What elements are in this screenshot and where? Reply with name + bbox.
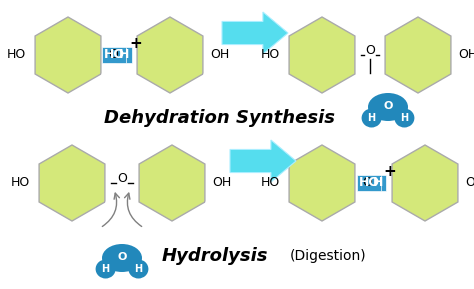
FancyBboxPatch shape bbox=[116, 47, 132, 63]
Text: O: O bbox=[117, 252, 127, 262]
Ellipse shape bbox=[394, 108, 414, 127]
Polygon shape bbox=[289, 17, 355, 93]
Text: OH: OH bbox=[458, 49, 474, 62]
Polygon shape bbox=[392, 145, 458, 221]
Text: HO: HO bbox=[358, 177, 380, 190]
Text: HO: HO bbox=[103, 49, 125, 62]
Text: H: H bbox=[367, 113, 376, 123]
Text: H: H bbox=[401, 113, 409, 123]
Polygon shape bbox=[137, 17, 203, 93]
Text: Dehydration Synthesis: Dehydration Synthesis bbox=[104, 109, 336, 127]
FancyBboxPatch shape bbox=[357, 175, 381, 191]
Text: OH: OH bbox=[212, 177, 231, 190]
Text: HO: HO bbox=[7, 49, 26, 62]
Text: O: O bbox=[108, 49, 118, 62]
Text: O: O bbox=[365, 45, 375, 58]
Ellipse shape bbox=[362, 108, 382, 127]
Text: H: H bbox=[373, 177, 383, 190]
Ellipse shape bbox=[128, 260, 148, 279]
Text: O: O bbox=[362, 177, 372, 190]
Text: OH: OH bbox=[210, 49, 229, 62]
Text: O: O bbox=[383, 101, 392, 111]
Polygon shape bbox=[139, 145, 205, 221]
Text: H: H bbox=[134, 264, 143, 274]
Text: OH: OH bbox=[465, 177, 474, 190]
Polygon shape bbox=[385, 17, 451, 93]
Text: O: O bbox=[117, 173, 127, 186]
Ellipse shape bbox=[368, 93, 408, 121]
Text: HO: HO bbox=[261, 49, 280, 62]
FancyBboxPatch shape bbox=[370, 175, 386, 191]
Text: H: H bbox=[101, 264, 109, 274]
Text: +: + bbox=[383, 164, 396, 179]
Polygon shape bbox=[39, 145, 105, 221]
Text: Hydrolysis: Hydrolysis bbox=[162, 247, 268, 265]
FancyBboxPatch shape bbox=[102, 47, 126, 63]
Ellipse shape bbox=[96, 260, 116, 279]
Text: H: H bbox=[119, 49, 129, 62]
Text: HO: HO bbox=[11, 177, 30, 190]
Text: +: + bbox=[129, 36, 142, 51]
Text: HO: HO bbox=[261, 177, 280, 190]
Polygon shape bbox=[222, 12, 288, 54]
Text: (Digestion): (Digestion) bbox=[290, 249, 366, 263]
Polygon shape bbox=[289, 145, 355, 221]
Ellipse shape bbox=[102, 244, 142, 272]
Polygon shape bbox=[230, 140, 296, 182]
Polygon shape bbox=[35, 17, 101, 93]
